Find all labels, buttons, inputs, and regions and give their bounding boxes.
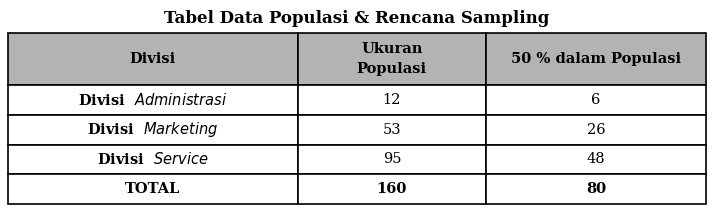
Text: 80: 80 [586, 182, 606, 196]
Bar [8, 85, 298, 115]
Text: Tabel Data Populasi & Rencana Sampling: Tabel Data Populasi & Rencana Sampling [164, 10, 550, 27]
Text: 53: 53 [383, 123, 401, 137]
Text: Divisi  $\it{Service}$: Divisi $\it{Service}$ [97, 151, 208, 167]
Text: 160: 160 [377, 182, 407, 196]
Text: TOTAL: TOTAL [125, 182, 181, 196]
Bar [8, 115, 298, 145]
Bar [298, 33, 486, 85]
Bar [298, 115, 486, 145]
Text: Divisi  $\it{Administrasi}$: Divisi $\it{Administrasi}$ [79, 92, 227, 108]
Text: 48: 48 [587, 152, 605, 166]
Text: Divisi  $\it{Marketing}$: Divisi $\it{Marketing}$ [87, 120, 218, 139]
Bar [8, 174, 298, 204]
Text: 50 % dalam Populasi: 50 % dalam Populasi [511, 52, 681, 66]
Text: 95: 95 [383, 152, 401, 166]
Text: Ukuran: Ukuran [361, 42, 423, 56]
Bar [298, 145, 486, 174]
Bar [298, 174, 486, 204]
Bar [486, 115, 706, 145]
Bar [8, 33, 298, 85]
Text: 6: 6 [591, 93, 600, 107]
Text: Divisi: Divisi [130, 52, 176, 66]
Bar [298, 85, 486, 115]
Bar [486, 33, 706, 85]
Text: 26: 26 [587, 123, 605, 137]
Bar [486, 145, 706, 174]
Bar [486, 85, 706, 115]
Text: Populasi: Populasi [357, 62, 427, 76]
Bar [8, 145, 298, 174]
Text: 12: 12 [383, 93, 401, 107]
Bar [486, 174, 706, 204]
